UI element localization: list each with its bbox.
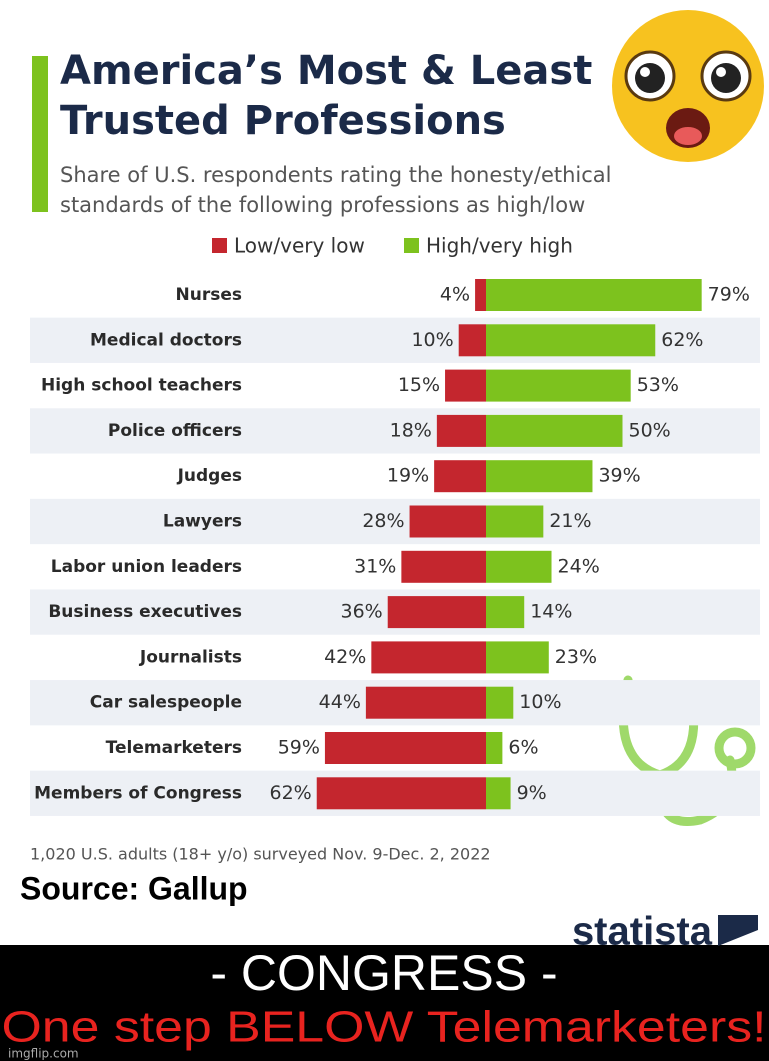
emoji [612, 10, 764, 162]
value-label: 23% [555, 646, 597, 668]
bar [486, 596, 525, 629]
watermark: imgflip.com [8, 1047, 79, 1061]
bar [436, 414, 486, 447]
value-label: 50% [629, 419, 671, 441]
value-label: 62% [270, 782, 312, 804]
bar [365, 686, 486, 719]
bar [486, 279, 702, 311]
bar [486, 686, 514, 719]
note: 1,020 U.S. adults (18+ y/o) surveyed Nov… [30, 845, 491, 864]
value-label: 31% [354, 555, 396, 577]
bar [458, 324, 486, 357]
category-label: Lawyers [163, 512, 242, 532]
category-label: Nurses [176, 285, 242, 305]
bar [486, 460, 593, 493]
caption-band [0, 945, 769, 1061]
bar [324, 732, 486, 764]
row-band [30, 408, 760, 454]
value-label: 44% [319, 691, 361, 713]
source: Source: Gallup [20, 870, 248, 906]
value-label: 6% [508, 737, 538, 759]
bar [486, 414, 623, 447]
bar [371, 641, 486, 674]
value-label: 4% [440, 284, 470, 306]
value-label: 18% [390, 419, 432, 441]
bar [486, 550, 552, 583]
category-label: High school teachers [41, 376, 242, 396]
caption-top: - CONGRESS - [210, 945, 557, 1001]
caption-bottom: One step BELOW Telemarketers! [2, 1003, 767, 1052]
category-label: Journalists [139, 647, 242, 667]
bar [486, 369, 631, 402]
value-label: 79% [708, 284, 750, 306]
value-label: 15% [398, 374, 440, 396]
value-label: 28% [362, 510, 404, 532]
category-label: Business executives [48, 602, 242, 622]
category-label: Police officers [108, 421, 242, 441]
bar [486, 641, 549, 674]
value-label: 53% [637, 374, 679, 396]
value-label: 9% [517, 782, 547, 804]
value-label: 62% [661, 329, 703, 351]
bar [475, 279, 486, 311]
value-label: 59% [278, 737, 320, 759]
category-label: Car salespeople [90, 693, 242, 713]
category-label: Labor union leaders [51, 557, 242, 577]
value-label: 39% [598, 465, 640, 487]
category-label: Judges [177, 466, 242, 486]
category-label: Medical doctors [90, 330, 242, 350]
value-label: 10% [519, 691, 561, 713]
bar [486, 732, 503, 764]
category-label: Members of Congress [34, 783, 242, 803]
value-label: 10% [411, 329, 453, 351]
bar [409, 505, 486, 538]
legend-label: Low/very low [234, 234, 365, 258]
value-label: 36% [340, 601, 382, 623]
bar [434, 460, 486, 493]
legend-swatch [212, 238, 227, 253]
brand-logo [718, 915, 758, 946]
chart-subtitle: Share of U.S. respondents rating the hon… [60, 163, 612, 217]
value-label: 19% [387, 465, 429, 487]
brand: statista [572, 910, 713, 954]
bar [486, 505, 544, 538]
bar [445, 369, 486, 402]
legend-swatch [404, 238, 419, 253]
value-label: 42% [324, 646, 366, 668]
legend-label: High/very high [426, 234, 573, 258]
value-label: 21% [549, 510, 591, 532]
chart-title: America’s Most & Least Trusted Professio… [60, 48, 593, 144]
value-label: 14% [530, 601, 572, 623]
bar [387, 596, 486, 629]
bar [486, 324, 656, 357]
value-label: 24% [558, 555, 600, 577]
category-label: Telemarketers [106, 738, 242, 758]
bar [486, 777, 511, 810]
bar [316, 777, 486, 810]
row-band [30, 498, 760, 545]
title-accent [32, 56, 48, 212]
bar [401, 550, 486, 583]
